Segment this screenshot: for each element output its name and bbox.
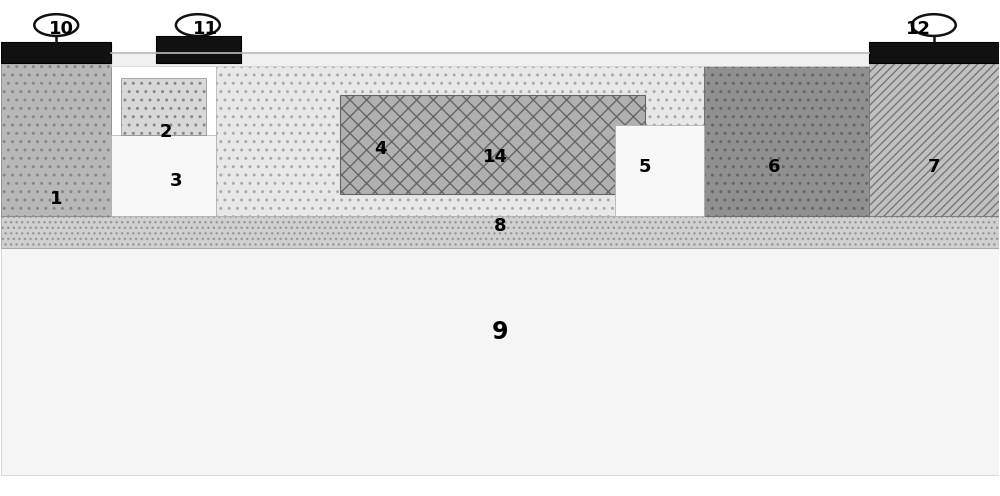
Bar bbox=[704, 63, 869, 216]
Bar bbox=[340, 95, 645, 194]
Bar bbox=[111, 134, 216, 216]
Text: 4: 4 bbox=[374, 140, 387, 158]
Text: 7: 7 bbox=[928, 158, 940, 176]
Bar bbox=[156, 36, 241, 63]
Bar bbox=[869, 63, 999, 216]
Bar bbox=[216, 63, 874, 216]
Circle shape bbox=[34, 14, 78, 36]
Text: 9: 9 bbox=[492, 320, 508, 344]
Text: 10: 10 bbox=[49, 19, 74, 38]
Bar bbox=[869, 42, 999, 63]
Text: 11: 11 bbox=[193, 19, 218, 38]
Text: 2: 2 bbox=[160, 123, 172, 141]
Bar bbox=[615, 124, 704, 216]
Bar bbox=[111, 52, 869, 65]
Text: 14: 14 bbox=[483, 148, 508, 166]
Text: 6: 6 bbox=[768, 158, 780, 176]
Text: 8: 8 bbox=[494, 217, 506, 235]
Bar bbox=[121, 78, 206, 134]
Circle shape bbox=[176, 14, 220, 36]
Bar bbox=[1, 42, 111, 63]
Text: 3: 3 bbox=[170, 173, 182, 190]
Bar bbox=[1, 216, 999, 248]
Bar bbox=[1, 248, 999, 475]
Text: 1: 1 bbox=[50, 189, 62, 208]
Bar bbox=[1, 63, 111, 216]
Text: 12: 12 bbox=[906, 19, 931, 38]
Circle shape bbox=[912, 14, 956, 36]
Text: 5: 5 bbox=[638, 158, 651, 176]
